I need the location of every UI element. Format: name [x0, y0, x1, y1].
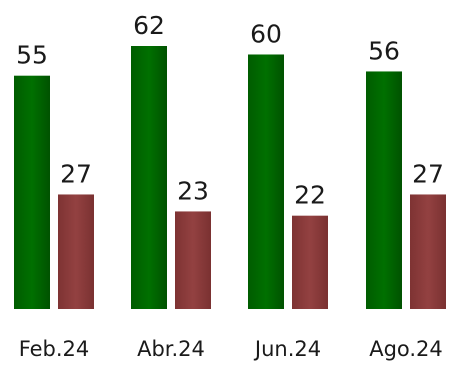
bar-Ago.24-series-2 — [410, 194, 446, 309]
data-label-Abr.24-series-1: 62 — [133, 11, 165, 40]
data-label-Feb.24-series-1: 55 — [16, 41, 48, 70]
bars-group — [14, 46, 446, 310]
bar-Feb.24-series-1 — [14, 75, 50, 310]
bar-Jun.24-series-1 — [248, 54, 284, 309]
data-label-Ago.24-series-2: 27 — [412, 159, 444, 188]
category-label-Ago.24: Ago.24 — [369, 337, 443, 361]
bar-Ago.24-series-1 — [366, 71, 402, 309]
value-labels-group: 55 27 62 23 60 22 56 27 — [16, 11, 444, 210]
data-label-Abr.24-series-2: 23 — [177, 176, 209, 205]
category-label-Jun.24: Jun.24 — [253, 337, 321, 361]
data-label-Feb.24-series-2: 27 — [60, 159, 92, 188]
bar-Abr.24-series-2 — [175, 211, 211, 309]
category-labels-group: Feb.24 Abr.24 Jun.24 Ago.24 — [19, 337, 443, 361]
bar-Abr.24-series-1 — [131, 46, 167, 309]
category-label-Abr.24: Abr.24 — [137, 337, 205, 361]
data-label-Jun.24-series-2: 22 — [294, 181, 326, 210]
bar-Feb.24-series-2 — [58, 194, 94, 309]
data-label-Ago.24-series-1: 56 — [368, 36, 400, 65]
bar-Jun.24-series-2 — [292, 215, 328, 309]
category-label-Feb.24: Feb.24 — [19, 337, 90, 361]
data-label-Jun.24-series-1: 60 — [250, 19, 282, 48]
